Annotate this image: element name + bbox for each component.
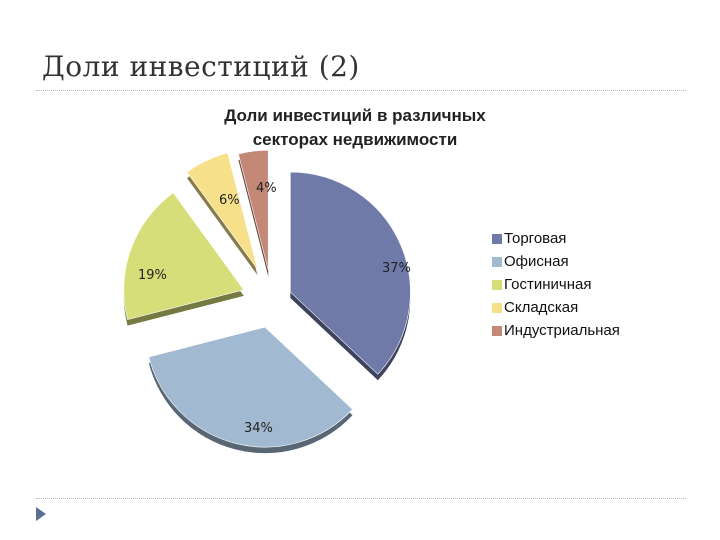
legend-swatch bbox=[492, 325, 502, 336]
legend-swatch bbox=[492, 302, 502, 313]
legend-item-gostinichnaya: Гостиничная bbox=[492, 273, 620, 296]
pie-slice-3 bbox=[123, 192, 245, 321]
pie-slice-4 bbox=[186, 152, 258, 270]
chart-title-line-1: Доли инвестиций в различных bbox=[224, 106, 486, 125]
pie-slice-1 bbox=[290, 171, 411, 375]
pie-slice-5 bbox=[238, 149, 269, 271]
slide-arrow-icon bbox=[36, 507, 46, 521]
pie-data-label: 6% bbox=[219, 193, 240, 208]
chart-legend: Торговая Офисная Гостиничная Складская И… bbox=[492, 227, 620, 342]
legend-item-torgovaya: Торговая bbox=[492, 227, 620, 250]
legend-swatch bbox=[492, 233, 502, 244]
legend-item-ofisnaya: Офисная bbox=[492, 250, 620, 273]
chart-title-line-2: секторах недвижимости bbox=[252, 130, 458, 149]
footer-divider bbox=[36, 498, 686, 499]
legend-label: Индустриальная bbox=[504, 322, 620, 339]
pie-data-label: 4% bbox=[256, 181, 277, 196]
legend-item-industrialnaya: Индустриальная bbox=[492, 319, 620, 342]
slide-title: Доли инвестиций (2) bbox=[42, 50, 360, 83]
legend-label: Складская bbox=[504, 299, 579, 316]
title-divider bbox=[36, 90, 686, 91]
pie-data-label: 34% bbox=[244, 421, 273, 436]
pie-data-label: 37% bbox=[382, 261, 411, 276]
legend-swatch bbox=[492, 279, 502, 290]
legend-item-skladskaya: Складская bbox=[492, 296, 620, 319]
legend-label: Офисная bbox=[504, 253, 569, 270]
pie-data-label: 19% bbox=[138, 268, 167, 283]
legend-label: Гостиничная bbox=[504, 276, 592, 293]
legend-swatch bbox=[492, 256, 502, 267]
chart-title: Доли инвестиций в различных секторах нед… bbox=[150, 104, 560, 152]
legend-label: Торговая bbox=[504, 230, 567, 247]
pie-slice-2 bbox=[148, 326, 353, 448]
